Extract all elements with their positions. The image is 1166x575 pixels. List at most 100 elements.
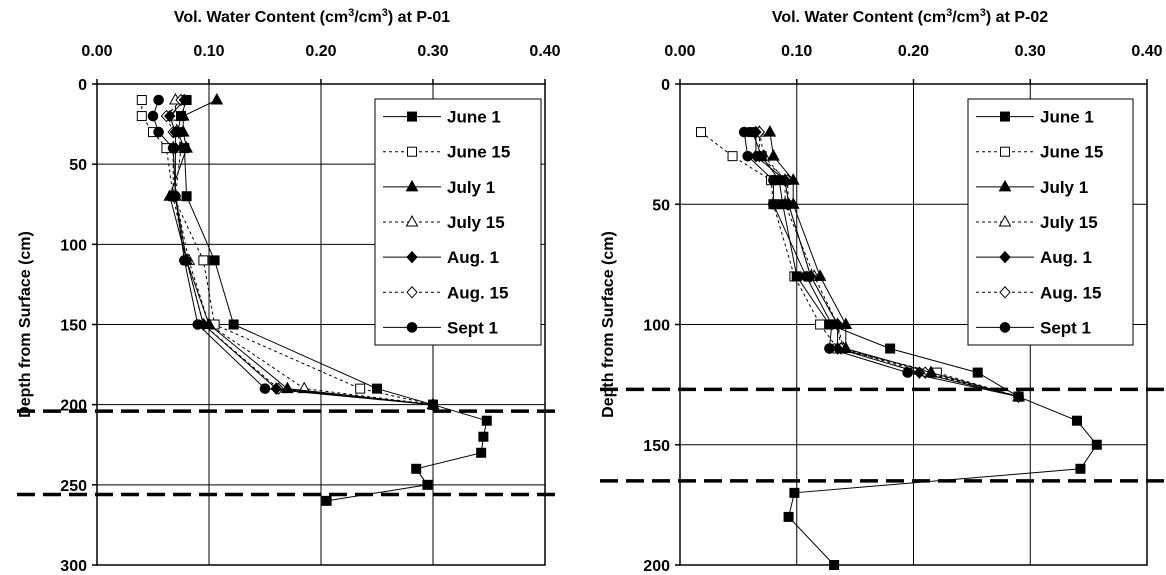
chart2-xtick-label-3: 0.30	[1015, 43, 1046, 60]
chart2-series-1-point-5	[815, 319, 826, 330]
chart1-legend-label-3: July 15	[447, 213, 505, 232]
chart1-xtick-label-4: 0.40	[529, 43, 560, 60]
chart2-legend-label-1: June 15	[1040, 143, 1103, 162]
chart1-legend-marker-4	[406, 250, 418, 264]
chart1-series-2-point-3	[180, 141, 193, 153]
chart2-legend-label-3: July 15	[1040, 213, 1098, 232]
chart2-series-6-point-0	[738, 126, 750, 138]
chart2-series-6-point-1	[742, 150, 754, 162]
chart1-series-6-point-8	[427, 399, 439, 410]
chart1-series-6-point-2	[153, 126, 164, 138]
chart1-series-4-point-2	[169, 125, 182, 139]
chart2-series-2-point-1	[767, 149, 780, 161]
chart1-series-1-point-5	[198, 255, 209, 266]
chart1-ytick-label-2: 100	[60, 237, 87, 254]
chart2-xaxis-title-part-3: 3	[980, 7, 986, 19]
chart1-legend-label-2: July 1	[447, 178, 495, 197]
chart2-series-0-point-13	[783, 511, 794, 522]
chart1-series-2-point-1	[176, 109, 190, 121]
chart2-series-0-point-12	[789, 487, 800, 498]
chart1-series-6-point-1	[147, 110, 159, 122]
chart1-legend-label-0: June 1	[447, 108, 501, 127]
chart2-series-5-line	[758, 132, 1019, 398]
chart2-legend-label-6: Sept 1	[1040, 318, 1091, 337]
chart2-legend-label-2: July 1	[1040, 178, 1088, 197]
chart1-series-4-point-7	[270, 382, 282, 395]
chart1-xtick-label-2: 0.20	[305, 43, 336, 60]
chart1-series-6	[147, 94, 439, 410]
chart1-series-0-point-12	[411, 463, 422, 474]
chart1-legend-label-5: Aug. 15	[447, 283, 508, 302]
chart1-series-2-point-2	[176, 125, 190, 137]
chart1-series-0-point-6	[228, 319, 239, 330]
chart2-series-4-point-0	[750, 125, 762, 139]
chart2-legend-label-4: Aug. 1	[1040, 248, 1092, 267]
chart1-legend-marker-5	[406, 286, 418, 299]
chart1-ytick-label-6: 300	[60, 558, 87, 575]
chart2-xtick-label-4: 0.40	[1131, 43, 1162, 60]
chart1-legend-marker-6	[406, 322, 418, 333]
chart1-series-0-point-7	[372, 383, 382, 394]
chart1-series-4-point-1	[164, 109, 176, 123]
chart1-legend-label-6: Sept 1	[447, 318, 498, 337]
chart2-ytick-label-0: 0	[661, 77, 670, 94]
chart1-series-1-point-0	[136, 95, 147, 106]
chart1-series-6-point-3	[167, 142, 179, 154]
chart2-series-4-point-2	[779, 173, 791, 187]
chart1-series-6-point-7	[259, 383, 271, 394]
chart1-series-0-point-10	[478, 431, 489, 442]
chart2-series-1-point-1	[727, 151, 738, 162]
chart2-xaxis-title-part-4: ) at P-02	[986, 9, 1048, 26]
chart2-series-2-point-7	[924, 365, 938, 378]
chart2-series-6-point-5	[826, 319, 838, 330]
chart1-xtick-label-1: 0.10	[193, 43, 224, 60]
chart1-legend-marker-1	[407, 146, 417, 157]
chart1-series-6-point-0	[153, 94, 164, 106]
chart2-legend-marker-3	[998, 214, 1012, 227]
chart1-series-6-point-5	[179, 255, 190, 266]
chart1-series-2-point-0	[210, 92, 224, 105]
chart1-legend: June 1 June 15 July 1 July 15 Aug. 1 Aug. 15 S…	[374, 98, 542, 346]
chart1-group: 0.00 0.10 0.20 0.30 0.40050100150200250300Vo…	[17, 7, 563, 575]
chart2-series-6	[738, 126, 1024, 402]
chart1-series-6-point-6	[192, 319, 204, 330]
chart2-group: 0.00 0.10 0.20 0.30 0.40 0 50 100 150 200 Vol. Wat…	[600, 7, 1165, 575]
chart1-series-4-point-0	[178, 93, 191, 107]
chart1-legend-marker-3	[405, 214, 419, 227]
chart2-xaxis-title: Vol. Water Content (cm3/cm3) at P-02	[772, 7, 1048, 26]
chart2-series-2-point-2	[786, 173, 800, 185]
chart1-ytick-label-1: 50	[69, 157, 87, 174]
chart2-legend-marker-2	[998, 179, 1012, 192]
chart2-xtick-label-0: 0.00	[664, 43, 695, 60]
chart2-series-2-point-4	[813, 269, 827, 281]
chart1-xaxis-title-part-3: 3	[382, 7, 388, 19]
chart2-series-0-point-14	[829, 560, 840, 570]
chart2-legend-marker-0	[1000, 111, 1010, 122]
chart2-xtick-label-1: 0.10	[781, 43, 812, 60]
chart1-series-1-point-7	[355, 383, 366, 394]
chart1-legend-marker-2	[405, 179, 419, 192]
chart1-ytick-label-5: 250	[60, 478, 87, 495]
chart2-series-6-point-8	[1013, 391, 1024, 402]
chart2-yaxis-title: Depth from Surface (cm)	[600, 231, 617, 418]
chart1-xaxis-title-part-4: ) at P-01	[388, 9, 450, 26]
chart1-xaxis-title-part-1: 3	[348, 7, 354, 19]
chart2-ytick-label-2: 100	[643, 318, 670, 335]
chart2-series-0-point-4	[791, 271, 802, 282]
chart2-ytick-label-3: 150	[643, 438, 670, 455]
chart2-series-2-point-5	[839, 317, 853, 329]
chart2-legend-marker-5	[999, 286, 1011, 299]
chart1-xtick-label-3: 0.30	[417, 43, 448, 60]
chart2-series-0-point-6	[885, 343, 896, 354]
chart2-legend: June 1 June 15 July 1 July 15 Aug. 1 Aug. 15 S…	[967, 98, 1134, 346]
chart2-series-6-point-7	[902, 367, 913, 378]
chart1-legend-marker-0	[407, 111, 417, 122]
chart1-ytick-label-3: 150	[60, 318, 87, 335]
chart2-legend-label-5: Aug. 15	[1040, 283, 1101, 302]
chart2-series-6-point-3	[768, 198, 779, 210]
chart2-series-6-point-4	[800, 271, 812, 282]
chart1-yaxis-title: Depth from Surface (cm)	[17, 231, 34, 418]
chart1-series-0-point-4	[181, 191, 192, 202]
chart1-ytick-label-0: 0	[78, 77, 87, 94]
